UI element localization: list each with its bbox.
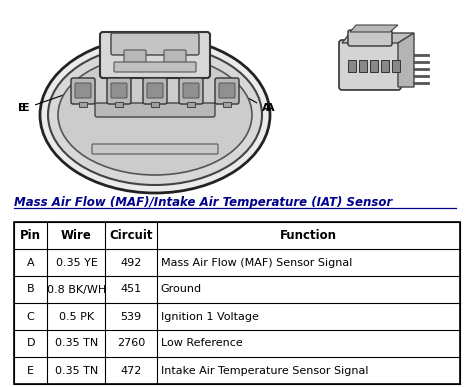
Bar [348,60,356,72]
Bar [79,102,87,107]
FancyBboxPatch shape [164,50,186,64]
Text: Intake Air Temperature Sensor Signal: Intake Air Temperature Sensor Signal [161,365,368,375]
Text: 0.35 YE: 0.35 YE [55,257,97,267]
Text: Low Reference: Low Reference [161,339,243,349]
Text: Ignition 1 Voltage: Ignition 1 Voltage [161,312,259,322]
Bar [359,60,367,72]
Text: B: B [27,284,35,295]
Bar [223,102,231,107]
FancyBboxPatch shape [219,83,235,98]
Text: Mass Air Flow (MAF)/Intake Air Temperature (IAT) Sensor: Mass Air Flow (MAF)/Intake Air Temperatu… [14,196,392,209]
Text: A: A [27,257,35,267]
Text: Function: Function [280,229,337,242]
Text: C: C [27,312,35,322]
Text: A: A [266,103,274,113]
FancyBboxPatch shape [95,103,215,117]
FancyBboxPatch shape [114,62,196,72]
Text: E: E [27,365,34,375]
Text: 451: 451 [120,284,142,295]
FancyBboxPatch shape [75,83,91,98]
Text: 472: 472 [120,365,142,375]
FancyBboxPatch shape [147,83,163,98]
FancyBboxPatch shape [215,78,239,104]
Bar [370,60,378,72]
FancyBboxPatch shape [111,33,199,55]
FancyBboxPatch shape [71,78,95,104]
Ellipse shape [58,55,252,175]
FancyBboxPatch shape [92,144,218,154]
Bar [115,102,123,107]
Text: 0.8 BK/WH: 0.8 BK/WH [47,284,106,295]
Text: 492: 492 [120,257,142,267]
Text: 2760: 2760 [117,339,145,349]
FancyBboxPatch shape [348,30,392,46]
Text: E: E [18,103,26,113]
Text: Wire: Wire [61,229,92,242]
Text: E: E [22,92,73,113]
Text: A: A [237,92,271,113]
Polygon shape [342,33,414,43]
Bar [14,222,460,384]
Text: 0.35 TN: 0.35 TN [55,339,98,349]
Text: Pin: Pin [20,229,41,242]
FancyBboxPatch shape [179,78,203,104]
FancyBboxPatch shape [111,83,127,98]
Bar [14,222,460,384]
Polygon shape [398,33,414,87]
Ellipse shape [48,45,262,185]
FancyBboxPatch shape [183,83,199,98]
Text: 0.5 PK: 0.5 PK [59,312,94,322]
Text: 539: 539 [120,312,142,322]
FancyBboxPatch shape [339,40,401,90]
Bar [187,102,195,107]
Text: 0.35 TN: 0.35 TN [55,365,98,375]
Ellipse shape [40,37,270,193]
Bar [151,102,159,107]
FancyBboxPatch shape [107,78,131,104]
FancyBboxPatch shape [143,78,167,104]
Text: D: D [27,339,35,349]
Polygon shape [350,25,398,32]
FancyBboxPatch shape [124,50,146,64]
Text: Mass Air Flow (MAF) Sensor Signal: Mass Air Flow (MAF) Sensor Signal [161,257,352,267]
FancyBboxPatch shape [100,32,210,78]
Bar [392,60,400,72]
Text: Ground: Ground [161,284,202,295]
Text: Circuit: Circuit [109,229,153,242]
Bar [381,60,389,72]
